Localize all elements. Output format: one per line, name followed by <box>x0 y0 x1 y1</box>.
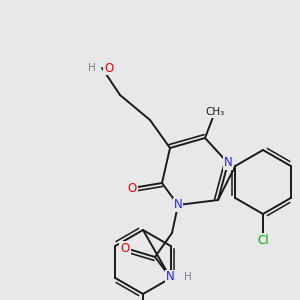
Text: Cl: Cl <box>257 233 269 247</box>
Text: H: H <box>184 272 192 282</box>
Text: CH₃: CH₃ <box>206 107 225 117</box>
Text: O: O <box>104 61 113 74</box>
Text: O: O <box>128 182 136 194</box>
Text: O: O <box>120 242 130 254</box>
Text: N: N <box>174 199 182 212</box>
Text: H: H <box>88 63 96 73</box>
Text: N: N <box>166 271 174 284</box>
Text: N: N <box>224 157 232 169</box>
